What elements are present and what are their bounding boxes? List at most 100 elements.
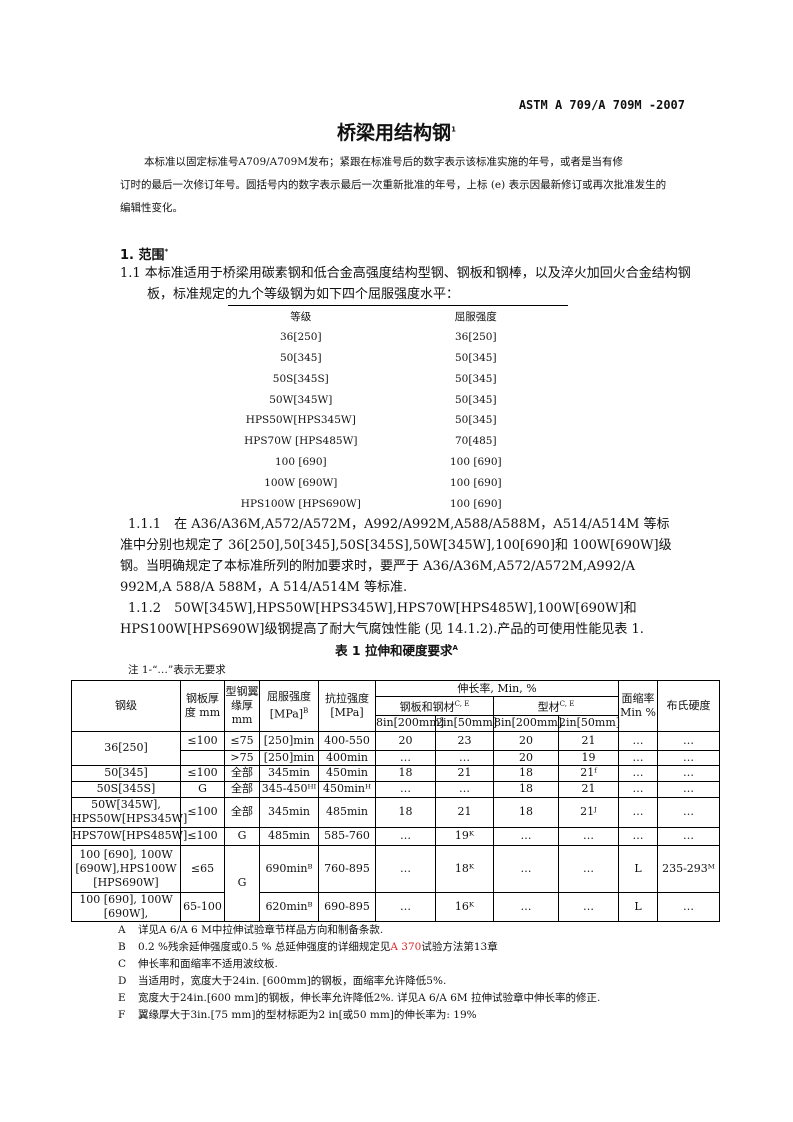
- grade-cell: HPS50W[HPS345W]: [245, 414, 356, 427]
- table-cell: 400-550: [318, 730, 376, 751]
- table-cell: 21ᶠ: [558, 764, 619, 782]
- section-heading-mark: *: [164, 247, 169, 256]
- table-cell: …: [657, 796, 720, 828]
- table-cell: G: [180, 780, 225, 798]
- th-plates-bars-mark: C, E: [454, 700, 470, 708]
- table-cell: …: [618, 780, 658, 798]
- table-cell: 全部: [224, 796, 260, 828]
- grade-table-header: 等级 屈服强度: [228, 306, 568, 327]
- table-cell: 全部: [224, 764, 260, 782]
- title-text: 桥梁用结构钢: [337, 122, 452, 144]
- footnote: F 翼缘厚大于3in.[75 mm]的型材标距为2 in[或50 mm]的伸长率为…: [118, 1007, 600, 1024]
- footnote: C 伸长率和面缩率不适用波纹板.: [118, 956, 600, 973]
- table-cell: 36[250]: [71, 730, 181, 766]
- footnote-key: C: [118, 958, 127, 970]
- table-cell: 19: [558, 749, 619, 766]
- table1-title-mark: A: [452, 643, 458, 652]
- table-cell: 345min: [259, 796, 319, 828]
- table-cell: 全部: [224, 780, 260, 798]
- yield-cell: 50[345]: [454, 372, 497, 385]
- table-cell: [180, 749, 225, 766]
- standard-number: ASTM A 709/A 709M -2007: [518, 98, 685, 112]
- th-plates-bars-text: 钢板和钢材: [399, 700, 455, 714]
- th-elongation: 伸长率, Min, %: [375, 680, 619, 697]
- document-title: 桥梁用结构钢1: [0, 118, 793, 145]
- table-cell: …: [375, 780, 436, 798]
- table-cell: >75: [224, 749, 260, 766]
- table-cell: 620minᴮ: [259, 891, 319, 922]
- table-cell: …: [618, 826, 658, 846]
- paragraph-1-1: 1.1 本标准适用于桥梁用碳素钢和低合金高强度结构型钢、钢板和钢棒，以及淬火加回…: [120, 266, 691, 302]
- table-row: 100 [690], 100W [690W], 65-100 620minᴮ 690-…: [71, 891, 720, 922]
- th-2in: 2in[50mm]: [558, 714, 621, 732]
- grade-cell: HPS100W [HPS690W]: [240, 497, 361, 510]
- grade-cell: 36[250]: [279, 331, 322, 344]
- table-cell: ≤100: [180, 826, 225, 846]
- footnote-key: B: [118, 941, 126, 953]
- table-cell: …: [657, 764, 720, 782]
- intro-line2: 订时的最后一次修订年号。圆括号内的数字表示最后一次重新批准的年号，上标 (e) …: [120, 179, 667, 214]
- table-cell: 485min: [318, 796, 376, 828]
- grade-row: HPS70W [HPS485W] 70[485]: [228, 431, 568, 452]
- grade-header: 等级: [290, 310, 312, 323]
- table-cell: [250]min: [259, 749, 319, 766]
- table-cell: …: [375, 844, 436, 893]
- grade-row: 50[345] 50[345]: [228, 348, 568, 369]
- footnote-text: 翼缘厚大于3in.[75 mm]的型材标距为2 in[或50 mm]的伸长率为:…: [138, 1009, 477, 1021]
- th-yield: 屈服强度 [MPa]B: [259, 680, 319, 732]
- table-cell: …: [558, 826, 619, 846]
- table1: 钢级 钢板厚度 mm 型钢翼缘厚 mm 屈服强度 [MPa]B 抗拉强度 [MP…: [71, 680, 720, 922]
- grade-cell: 50W[345W]: [269, 393, 333, 406]
- table-cell: G: [224, 826, 260, 846]
- section-heading-text: 1. 范围: [120, 248, 165, 263]
- th-plate-thickness: 钢板厚度 mm: [180, 680, 225, 732]
- footnote-text: 伸长率和面缩率不适用波纹板.: [138, 958, 278, 970]
- footnote-text: 宽度大于24in.[600 mm]的钢板，伸长率允许降低2%. 详见A 6/A …: [138, 992, 601, 1004]
- table-cell: G: [224, 844, 260, 922]
- grade-row: 50S[345S] 50[345]: [228, 368, 568, 389]
- yield-cell: 100 [690]: [449, 476, 502, 489]
- table-cell: 18: [493, 764, 559, 782]
- table-cell: 21ᴶ: [558, 796, 619, 828]
- table-cell: 50W[345W], HPS50W[HPS345W]: [71, 796, 188, 828]
- table-cell: 485min: [259, 826, 319, 846]
- footnote-key: F: [118, 1009, 126, 1021]
- table-cell: …: [657, 749, 720, 766]
- table-cell: …: [657, 730, 720, 751]
- table-cell: 16ᴷ: [435, 891, 494, 922]
- th-8in: 8in[200mm]: [493, 714, 563, 732]
- table-cell: 21: [435, 764, 494, 782]
- table-cell: ≤100: [180, 730, 225, 751]
- grade-table: 等级 屈服强度 36[250] 36[250] 50[345] 50[345] 50S[34…: [228, 305, 568, 514]
- grade-row: HPS50W[HPS345W] 50[345]: [228, 410, 568, 431]
- footnote-text: 当适用时，宽度大于24in. [600mm]的钢板，面缩率允许降低5%.: [138, 975, 447, 987]
- table-cell: …: [618, 749, 658, 766]
- footnote-key: A: [118, 924, 126, 936]
- grade-row: HPS100W [HPS690W] 100 [690]: [228, 493, 568, 514]
- table-cell: 450min: [318, 764, 376, 782]
- table-cell: 235-293ᴹ: [657, 844, 720, 893]
- table-cell: 345-450ᴴᴵ: [259, 780, 319, 798]
- table-cell: …: [657, 780, 720, 798]
- th-plates-bars: 钢板和钢材C, E: [375, 696, 494, 716]
- footnote-key: D: [118, 975, 127, 987]
- grade-cell: 100 [690]: [274, 455, 327, 468]
- grade-cell: 50S[345S]: [272, 372, 329, 385]
- table-cell: 65-100: [180, 891, 225, 922]
- table-cell: 19ᴷ: [435, 826, 494, 846]
- table-row: 36[250] ≤100 ≤75 [250]min 400-550 20 23 20 21……: [71, 730, 720, 766]
- yield-cell: 36[250]: [454, 331, 497, 344]
- footnote-link[interactable]: A 370: [390, 941, 422, 953]
- table-row: 50W[345W], HPS50W[HPS345W] ≤100 全部 345min 48…: [71, 796, 720, 828]
- th-reduction-area: 面缩率 Min %: [618, 680, 658, 732]
- footnote-key: E: [118, 992, 126, 1004]
- table-cell: …: [493, 826, 559, 846]
- footnote-text: 试验方法第13章: [421, 941, 498, 953]
- th-shapes-mark: C, E: [559, 700, 575, 708]
- footnotes: A 详见A 6/A 6 M中拉伸试验章节样品方向和制备条款. B 0.2 %残余延伸强…: [118, 922, 600, 1024]
- table-cell: …: [493, 891, 559, 922]
- table-cell: …: [618, 764, 658, 782]
- yield-cell: 70[485]: [454, 435, 497, 448]
- footnote: A 详见A 6/A 6 M中拉伸试验章节样品方向和制备条款.: [118, 922, 600, 939]
